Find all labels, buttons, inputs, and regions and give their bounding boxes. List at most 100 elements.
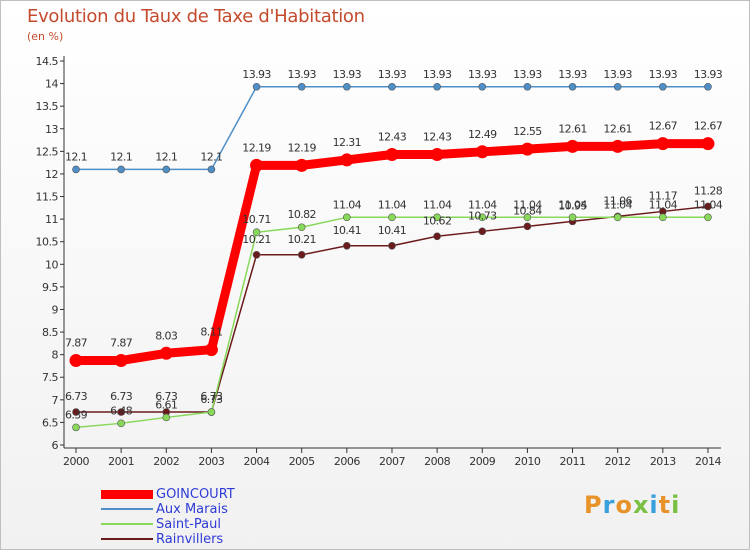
data-point bbox=[343, 82, 351, 91]
data-point bbox=[297, 82, 306, 91]
data-label: 6.73 bbox=[110, 390, 133, 403]
data-point bbox=[250, 158, 264, 172]
data-point bbox=[162, 413, 171, 422]
data-label: 13.93 bbox=[468, 68, 497, 81]
y-tick-label: 9.5 bbox=[42, 281, 58, 294]
data-label: 12.1 bbox=[65, 150, 87, 163]
data-label: 11.06 bbox=[603, 194, 632, 207]
data-point bbox=[297, 223, 306, 232]
data-point bbox=[117, 419, 125, 428]
legend-swatch bbox=[101, 523, 153, 525]
data-label: 10.82 bbox=[287, 208, 316, 221]
x-tick-label: 2005 bbox=[289, 455, 315, 468]
data-label: 11.04 bbox=[468, 198, 497, 211]
data-point bbox=[343, 241, 351, 250]
data-label: 8.11 bbox=[200, 326, 222, 339]
data-label: 12.61 bbox=[603, 122, 632, 135]
x-tick-label: 2003 bbox=[198, 455, 224, 468]
data-label: 11.17 bbox=[649, 189, 678, 202]
data-point bbox=[252, 228, 261, 237]
data-label: 10.62 bbox=[423, 214, 452, 227]
x-tick-label: 2011 bbox=[560, 455, 586, 468]
data-label: 11.28 bbox=[694, 184, 723, 197]
legend-label: GOINCOURT bbox=[156, 487, 235, 502]
logo-letter: t bbox=[658, 491, 672, 519]
x-tick-label: 2012 bbox=[605, 455, 631, 468]
data-point bbox=[613, 213, 622, 222]
y-tick-label: 12.5 bbox=[36, 145, 59, 158]
data-point bbox=[388, 213, 396, 222]
y-tick-label: 14.5 bbox=[36, 55, 59, 68]
data-label: 13.93 bbox=[423, 68, 452, 81]
data-point bbox=[568, 82, 577, 91]
data-point bbox=[613, 82, 622, 91]
data-label: 10.21 bbox=[242, 233, 271, 246]
data-label: 12.31 bbox=[333, 136, 362, 149]
data-label: 12.61 bbox=[558, 122, 587, 135]
data-point bbox=[252, 82, 261, 91]
y-tick-label: 11.5 bbox=[36, 191, 59, 204]
data-point bbox=[385, 148, 399, 162]
series-line-goincourt bbox=[71, 139, 713, 366]
data-label: 12.43 bbox=[378, 131, 407, 144]
data-point bbox=[340, 153, 354, 167]
logo-letter: r bbox=[602, 491, 616, 519]
x-tick-label: 2014 bbox=[695, 455, 721, 468]
data-point bbox=[159, 346, 173, 360]
y-tick-label: 13 bbox=[45, 123, 58, 136]
data-label: 10.41 bbox=[333, 224, 362, 237]
data-label: 6.61 bbox=[155, 398, 177, 411]
legend-swatch bbox=[101, 508, 153, 510]
y-tick-label: 7 bbox=[52, 394, 59, 407]
data-point bbox=[297, 251, 306, 259]
data-point bbox=[656, 137, 670, 151]
data-point bbox=[433, 213, 441, 222]
y-tick-label: 14 bbox=[45, 78, 58, 91]
data-point bbox=[704, 213, 712, 222]
x-tick-label: 2004 bbox=[244, 455, 270, 468]
logo-letter: i bbox=[671, 491, 681, 519]
data-point bbox=[566, 139, 580, 153]
data-label: 11.04 bbox=[378, 198, 407, 211]
data-label: 6.48 bbox=[110, 404, 133, 417]
data-point bbox=[478, 227, 487, 236]
data-label: 13.93 bbox=[287, 68, 316, 81]
data-point bbox=[611, 139, 625, 153]
y-tick-label: 10.5 bbox=[36, 236, 59, 249]
data-point bbox=[478, 82, 487, 91]
y-tick-label: 10 bbox=[45, 258, 58, 271]
logo-letter: P bbox=[584, 491, 603, 519]
data-label: 7.87 bbox=[65, 337, 88, 350]
legend-item: GOINCOURT bbox=[101, 487, 301, 502]
y-tick-label: 6 bbox=[52, 439, 59, 452]
data-label: 8.03 bbox=[155, 329, 178, 342]
x-tick-label: 2009 bbox=[469, 455, 495, 468]
legend-label: Aux Marais bbox=[156, 502, 228, 517]
data-point bbox=[388, 82, 396, 91]
data-point bbox=[568, 213, 577, 222]
data-label: 6.39 bbox=[65, 408, 88, 421]
data-point bbox=[162, 165, 171, 174]
x-tick-label: 2010 bbox=[514, 455, 540, 468]
data-label: 13.93 bbox=[378, 68, 407, 81]
data-point bbox=[72, 165, 80, 174]
data-label: 12.1 bbox=[110, 150, 132, 163]
data-point bbox=[117, 408, 125, 416]
legend-item: Aux Marais bbox=[101, 502, 301, 517]
logo-letter: x bbox=[632, 491, 650, 519]
data-point bbox=[478, 213, 487, 222]
data-point bbox=[433, 82, 441, 91]
data-label: 12.43 bbox=[423, 131, 452, 144]
data-point bbox=[523, 213, 532, 222]
y-tick-label: 11 bbox=[45, 213, 58, 226]
data-point bbox=[704, 82, 712, 91]
legend-swatch bbox=[101, 489, 153, 499]
y-tick-label: 6.5 bbox=[42, 416, 58, 429]
data-label: 12.19 bbox=[242, 141, 271, 154]
x-tick-label: 2008 bbox=[424, 455, 450, 468]
data-label: 11.04 bbox=[603, 198, 632, 211]
data-label: 10.84 bbox=[513, 204, 542, 217]
data-label: 10.95 bbox=[558, 199, 587, 212]
series-line-rainvillers bbox=[75, 205, 709, 413]
data-label: 13.93 bbox=[242, 68, 271, 81]
